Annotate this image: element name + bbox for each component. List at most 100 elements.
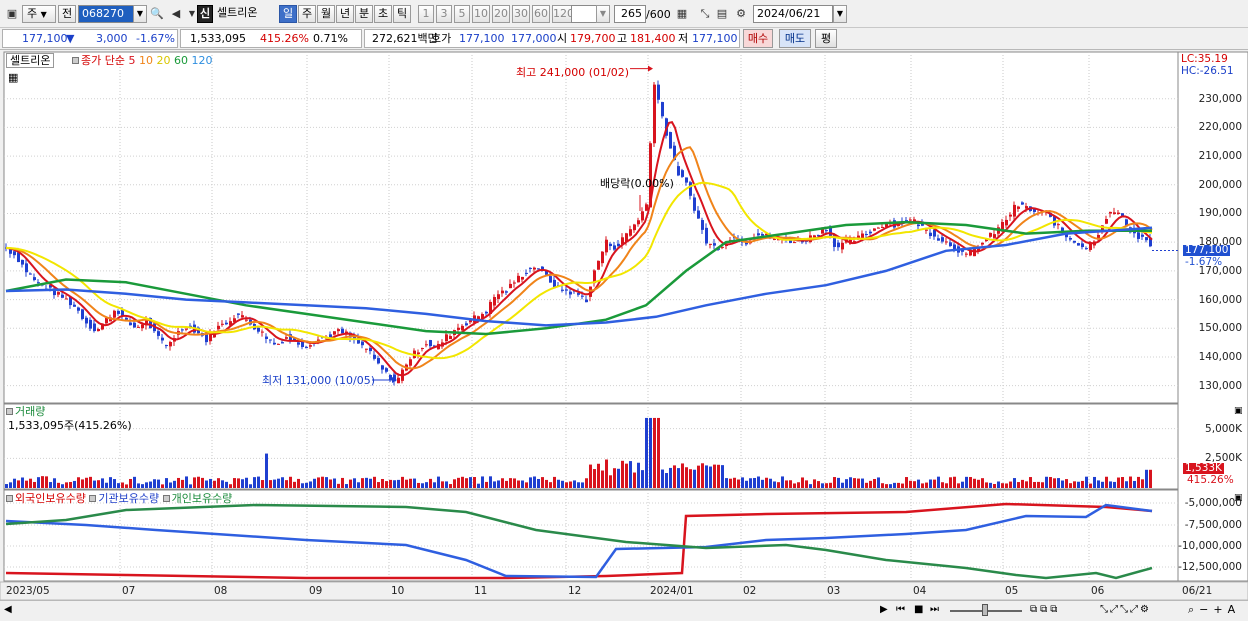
window-menu-icon[interactable]: ▣ <box>6 7 18 20</box>
period-tab[interactable]: 분 <box>355 5 373 23</box>
code-dropdown-button[interactable]: ▼ <box>133 5 147 23</box>
count-input[interactable]: 265 <box>614 5 646 23</box>
ma-legend: 종가 단순 5 10 20 60 120 <box>72 54 212 67</box>
legend-square-icon <box>6 495 13 502</box>
volume-bar <box>181 479 184 488</box>
zoom-controls[interactable]: ⌕−+A <box>1188 603 1241 616</box>
candle-body <box>145 318 148 326</box>
volume-bar <box>1069 483 1072 488</box>
high-label: 고 <box>617 32 628 45</box>
ma-legend-item[interactable]: 120 <box>191 54 213 67</box>
volume-bar <box>37 477 40 488</box>
scroll-right-icon[interactable]: ▶ <box>880 604 888 615</box>
calendar-dropdown-button[interactable]: ▼ <box>833 5 847 23</box>
interval-tab[interactable]: 10 <box>472 5 490 23</box>
low-price: 177,100 <box>692 32 738 45</box>
ma-legend-item[interactable]: 5 <box>128 54 139 67</box>
candle-body <box>993 234 996 238</box>
volume-bar <box>17 480 20 488</box>
save-icon[interactable]: ▤ <box>716 7 728 20</box>
candle-body <box>917 224 920 227</box>
pane-close-icon[interactable]: ▣ <box>1234 406 1243 416</box>
chart-area[interactable] <box>0 50 1248 600</box>
period-tab[interactable]: 주 <box>298 5 316 23</box>
volume-bar <box>833 477 836 488</box>
zoom-icon[interactable]: ▦ <box>676 7 688 20</box>
gear-icon[interactable]: ⚙ <box>736 7 746 20</box>
chevron-down-icon[interactable]: ▼ <box>188 9 196 18</box>
volume-bar <box>465 478 468 488</box>
volume-bar <box>241 479 244 488</box>
interval-tab[interactable]: 60 <box>532 5 550 23</box>
fast-forward-icon[interactable]: ⏭ <box>930 604 939 615</box>
volume-bar <box>329 479 332 488</box>
sell-button[interactable]: 매도 <box>779 29 811 48</box>
drawing-tool-icon[interactable]: ⤡ <box>700 7 710 20</box>
volume-bar <box>1125 481 1128 488</box>
ma-legend-item[interactable]: 20 <box>156 54 174 67</box>
chevron-down-icon[interactable]: ▼ <box>596 5 610 23</box>
market-select[interactable]: 주 ▼ <box>22 5 56 23</box>
candle-body <box>49 285 52 288</box>
volume-bar <box>437 476 440 488</box>
volume-bar <box>333 478 336 488</box>
rewind-icon[interactable]: ⏮ <box>896 604 905 615</box>
table-icon[interactable]: ▦ <box>8 71 19 84</box>
holding-legend: 외국인보유수량 기관보유수량 개인보유수량 <box>6 492 232 505</box>
candle-body <box>25 263 28 273</box>
candle-body <box>85 317 88 324</box>
pane-close-icon[interactable]: ▣ <box>1234 493 1243 503</box>
volume-bar <box>1053 478 1056 488</box>
zoom-slider-handle[interactable] <box>982 604 988 616</box>
candle-body <box>361 341 364 346</box>
eval-button[interactable]: 평 <box>815 29 837 48</box>
scroll-left-icon[interactable]: ◀ <box>4 604 12 615</box>
ma-legend-item[interactable]: 60 <box>173 54 192 67</box>
volume-bar <box>189 484 192 488</box>
volume-bar <box>141 484 144 488</box>
stock-name: 셀트리온 <box>217 6 258 19</box>
interval-tab[interactable]: 120 <box>552 5 574 23</box>
volume-bar <box>469 477 472 488</box>
candle-body <box>277 343 280 345</box>
volume-bar <box>925 482 928 488</box>
ma-legend-prefix: 종가 단순 <box>81 54 125 67</box>
search-icon[interactable]: 🔍 <box>150 7 164 20</box>
volume-bar <box>601 470 604 488</box>
buy-button[interactable]: 매수 <box>743 29 773 48</box>
volume-bar <box>109 477 112 488</box>
interval-tab[interactable]: 30 <box>512 5 530 23</box>
interval-tab[interactable]: 3 <box>436 5 452 23</box>
interval-tab[interactable]: 5 <box>454 5 470 23</box>
volume-bar <box>497 480 500 488</box>
period-tab[interactable]: 월 <box>317 5 335 23</box>
interval-tab[interactable]: 1 <box>418 5 434 23</box>
volume-bar <box>1105 476 1108 488</box>
candle-body <box>953 244 956 250</box>
volume-bar <box>441 481 444 488</box>
stop-icon[interactable]: ■ <box>914 604 924 615</box>
volume-bar <box>581 482 584 488</box>
period-tab[interactable]: 일 <box>279 5 297 23</box>
prev-button[interactable]: 전 <box>58 5 76 23</box>
period-tab[interactable]: 초 <box>374 5 392 23</box>
candle-body <box>373 354 376 359</box>
volume-bar <box>945 483 948 488</box>
volume-bar <box>893 482 896 488</box>
date-input[interactable]: 2024/06/21 <box>753 5 833 23</box>
period-tab[interactable]: 년 <box>336 5 354 23</box>
candle-body <box>669 132 672 149</box>
volume-bar <box>877 477 880 488</box>
candle-body <box>309 345 312 347</box>
period-tab[interactable]: 틱 <box>393 5 411 23</box>
stock-code-input[interactable]: 068270 <box>78 5 134 23</box>
tool-icons[interactable]: ⤡⤢⤡⤢⚙ <box>1100 604 1151 615</box>
volume-bar <box>297 478 300 488</box>
candle-body <box>17 252 20 263</box>
x-tick-label: 02 <box>743 585 757 597</box>
ma-legend-item[interactable]: 10 <box>138 54 157 67</box>
layout-icons[interactable]: ⧉⧉⧉ <box>1030 604 1061 615</box>
speaker-icon[interactable]: ◀ <box>171 7 181 20</box>
x-tick-label: 09 <box>309 585 323 597</box>
interval-tab[interactable]: 20 <box>492 5 510 23</box>
